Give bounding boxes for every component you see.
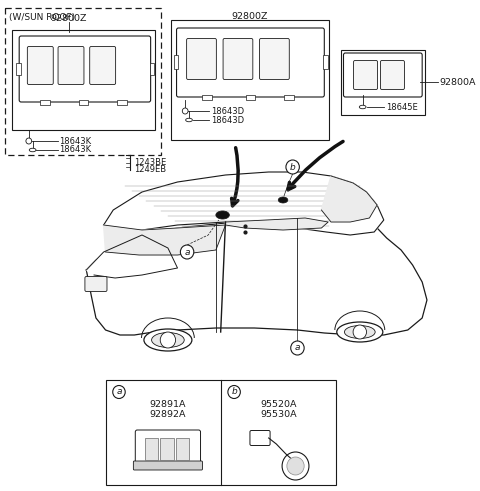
- Text: 18645E: 18645E: [386, 103, 418, 111]
- Bar: [176, 438, 189, 460]
- Bar: [203, 95, 212, 100]
- Circle shape: [182, 108, 188, 114]
- FancyBboxPatch shape: [133, 461, 203, 470]
- FancyBboxPatch shape: [344, 53, 422, 97]
- Text: 1243BE: 1243BE: [134, 158, 167, 167]
- Text: b: b: [290, 163, 296, 171]
- Ellipse shape: [152, 332, 184, 348]
- FancyBboxPatch shape: [354, 60, 378, 89]
- Polygon shape: [322, 176, 377, 222]
- Text: a: a: [295, 344, 300, 353]
- Bar: [284, 95, 294, 100]
- Bar: [246, 95, 255, 100]
- Text: 18643K: 18643K: [60, 136, 92, 145]
- Text: 95520A: 95520A: [260, 400, 297, 409]
- Bar: [40, 100, 50, 105]
- FancyBboxPatch shape: [250, 431, 270, 445]
- Ellipse shape: [144, 329, 192, 351]
- Bar: [79, 100, 88, 105]
- FancyBboxPatch shape: [223, 38, 253, 80]
- Bar: [106, 380, 336, 485]
- Circle shape: [160, 332, 176, 348]
- FancyBboxPatch shape: [27, 47, 53, 84]
- Circle shape: [286, 160, 300, 174]
- FancyBboxPatch shape: [135, 430, 201, 464]
- Text: 92800Z: 92800Z: [51, 14, 87, 23]
- Text: 18643D: 18643D: [211, 107, 244, 115]
- FancyBboxPatch shape: [381, 60, 405, 89]
- Circle shape: [287, 457, 304, 475]
- Bar: [12, 30, 156, 130]
- Bar: [324, 55, 328, 69]
- Polygon shape: [86, 235, 178, 278]
- Text: 92892A: 92892A: [150, 410, 186, 419]
- Text: 92800Z: 92800Z: [231, 12, 268, 21]
- FancyBboxPatch shape: [19, 36, 151, 102]
- Text: 18643D: 18643D: [211, 115, 244, 125]
- Text: 92800A: 92800A: [440, 78, 476, 86]
- Ellipse shape: [278, 197, 288, 203]
- Ellipse shape: [186, 118, 192, 122]
- Polygon shape: [86, 217, 427, 335]
- Bar: [150, 63, 155, 75]
- Ellipse shape: [360, 105, 366, 109]
- Ellipse shape: [216, 211, 229, 219]
- FancyBboxPatch shape: [177, 28, 324, 97]
- Bar: [5, 8, 161, 155]
- Bar: [160, 438, 174, 460]
- Text: 95530A: 95530A: [260, 410, 297, 419]
- Circle shape: [26, 138, 32, 144]
- Text: 92891A: 92891A: [150, 400, 186, 409]
- Polygon shape: [226, 218, 328, 230]
- Ellipse shape: [345, 326, 375, 338]
- Bar: [145, 438, 158, 460]
- Bar: [174, 55, 179, 69]
- Bar: [341, 50, 425, 115]
- Circle shape: [228, 385, 240, 399]
- FancyBboxPatch shape: [260, 38, 289, 80]
- Text: 18643K: 18643K: [60, 145, 92, 155]
- Circle shape: [113, 385, 125, 399]
- Circle shape: [353, 325, 367, 339]
- Bar: [171, 20, 329, 140]
- Text: (W/SUN ROOF): (W/SUN ROOF): [9, 13, 75, 22]
- Text: a: a: [184, 247, 190, 256]
- Text: 1249EB: 1249EB: [134, 165, 167, 174]
- Circle shape: [282, 452, 309, 480]
- Polygon shape: [104, 225, 226, 255]
- Text: b: b: [231, 387, 237, 397]
- Circle shape: [180, 245, 194, 259]
- FancyBboxPatch shape: [90, 47, 116, 84]
- Circle shape: [291, 341, 304, 355]
- Bar: [117, 100, 127, 105]
- Ellipse shape: [337, 322, 383, 342]
- Ellipse shape: [29, 148, 36, 152]
- FancyBboxPatch shape: [85, 276, 107, 292]
- Bar: [16, 63, 21, 75]
- FancyBboxPatch shape: [58, 47, 84, 84]
- Text: a: a: [116, 387, 122, 397]
- FancyBboxPatch shape: [187, 38, 216, 80]
- Polygon shape: [104, 172, 384, 235]
